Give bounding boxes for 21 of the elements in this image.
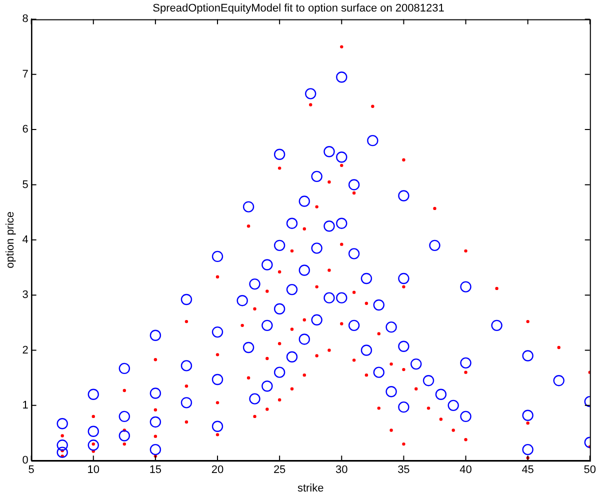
y-tick-label: 0 <box>22 454 28 467</box>
y-tick-label: 5 <box>22 178 28 191</box>
x-tick-label: 30 <box>336 464 348 476</box>
x-axis-title: strike <box>297 482 324 494</box>
x-tick-label: 50 <box>584 464 596 476</box>
x-tick-label: 40 <box>460 464 472 476</box>
y-tick-label: 1 <box>22 399 28 412</box>
x-tick-label: 10 <box>87 464 100 476</box>
y-tick-label: 3 <box>22 289 28 302</box>
y-tick-label: 2 <box>22 344 28 356</box>
y-tick-label: 6 <box>22 124 28 136</box>
y-axis-title: option price <box>4 211 17 268</box>
x-tick-label: 45 <box>522 464 534 476</box>
y-tick-label: 4 <box>22 234 28 246</box>
x-tick-label: 20 <box>211 464 224 476</box>
x-tick-label: 25 <box>273 464 286 476</box>
y-tick-label: 8 <box>22 13 28 26</box>
chart-title: SpreadOptionEquityModel fit to option surface on 20081231 <box>152 2 444 15</box>
x-tick-label: 35 <box>398 464 410 476</box>
x-tick-label: 15 <box>149 464 162 476</box>
y-tick-label: 7 <box>22 68 28 80</box>
